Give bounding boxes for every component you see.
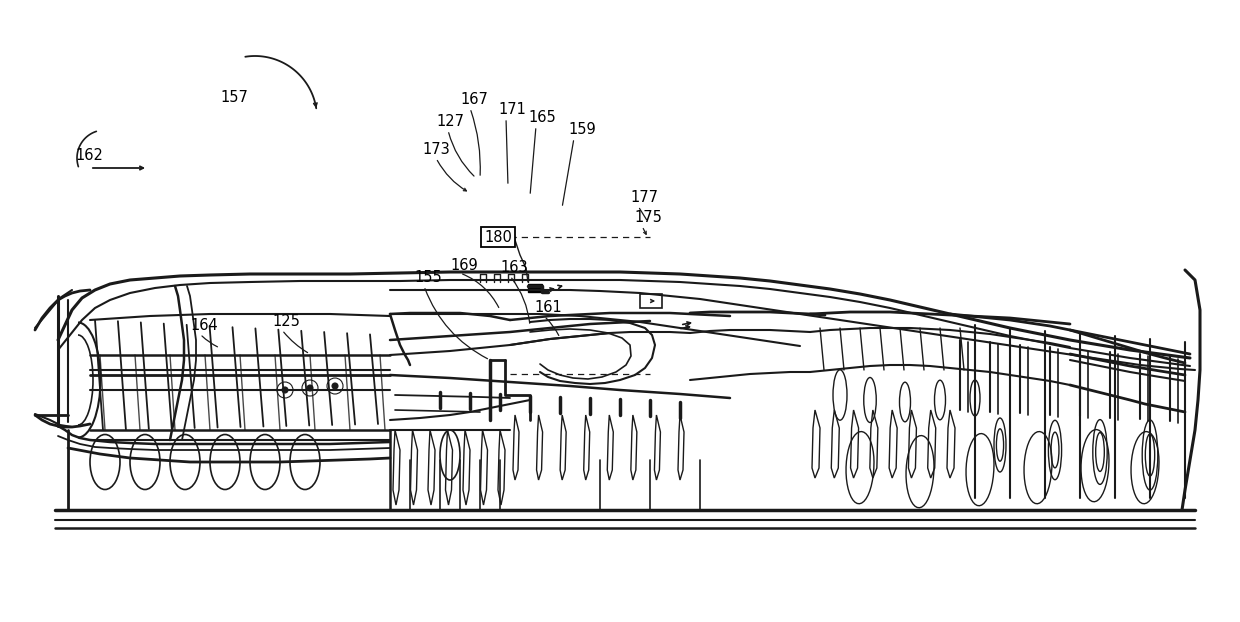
Text: 125: 125	[272, 315, 300, 330]
Text: 162: 162	[74, 147, 103, 162]
Text: 171: 171	[498, 103, 526, 118]
Circle shape	[308, 385, 312, 391]
Text: 169: 169	[450, 258, 477, 272]
Text: 161: 161	[534, 300, 562, 315]
Circle shape	[281, 387, 288, 393]
Text: 165: 165	[528, 111, 556, 126]
Bar	[528, 284, 542, 292]
Text: 127: 127	[436, 114, 464, 129]
Text: 159: 159	[568, 123, 595, 137]
Text: 163: 163	[500, 261, 528, 276]
Text: 177: 177	[630, 190, 658, 205]
Text: 155: 155	[414, 271, 441, 285]
Circle shape	[332, 383, 339, 389]
Text: 173: 173	[422, 142, 450, 157]
Text: 157: 157	[219, 90, 248, 106]
Bar	[640, 294, 662, 308]
Text: 164: 164	[190, 318, 218, 333]
Text: 167: 167	[460, 93, 487, 108]
Text: 175: 175	[634, 210, 662, 226]
Text: 180: 180	[484, 230, 512, 244]
